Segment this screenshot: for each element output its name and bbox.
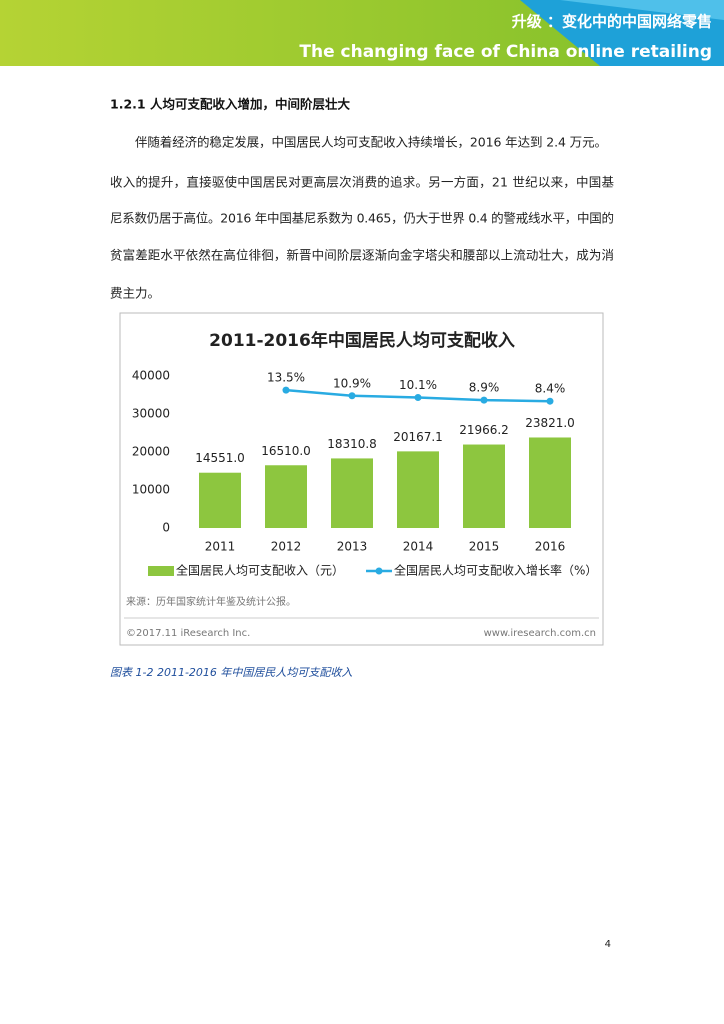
legend-label: 全国居民人均可支配收入增长率（%） bbox=[394, 563, 597, 578]
paragraph-line: 伴随着经济的稳定发展，中国居民人均可支配收入持续增长，2016 年达到 2.4 … bbox=[135, 135, 607, 150]
page-number: 4 bbox=[605, 939, 611, 950]
data-label: 18310.8 bbox=[327, 437, 377, 451]
x-tick-label: 2011 bbox=[205, 540, 236, 554]
website: www.iresearch.com.cn bbox=[484, 628, 596, 639]
legend-swatch bbox=[148, 566, 174, 576]
bar bbox=[331, 458, 373, 528]
legend-swatch bbox=[375, 567, 383, 575]
y-tick-label: 40000 bbox=[132, 369, 170, 383]
header-title: 升级 ：变化中的中国网络零售 bbox=[512, 13, 712, 31]
x-tick-label: 2016 bbox=[535, 540, 566, 554]
x-tick-label: 2013 bbox=[337, 540, 368, 554]
y-tick-label: 20000 bbox=[132, 445, 170, 459]
header-accent bbox=[520, 0, 724, 66]
x-tick-label: 2012 bbox=[271, 540, 302, 554]
x-tick-label: 2015 bbox=[469, 540, 500, 554]
data-label: 21966.2 bbox=[459, 423, 509, 437]
bar bbox=[397, 451, 439, 528]
legend-label: 全国居民人均可支配收入（元） bbox=[176, 563, 344, 578]
data-label: 13.5% bbox=[267, 371, 305, 385]
line-point bbox=[282, 386, 290, 394]
chart: 0 10000 20000 30000 40000 2011 2012 2013 2014 201… bbox=[132, 369, 598, 578]
paragraph-line: 尼系数仍居于高位。2016 年中国基尼系数为 0.465，仍大于世界 0.4 的… bbox=[110, 211, 614, 226]
bar bbox=[463, 444, 505, 528]
chart-title: 2011-2016年中国居民人均可支配收入 bbox=[209, 330, 515, 351]
chart-source: 来源：历年国家统计年鉴及统计公报。 bbox=[126, 595, 296, 608]
bar bbox=[265, 465, 307, 528]
header-accent bbox=[560, 0, 724, 20]
y-tick-label: 30000 bbox=[132, 407, 170, 421]
copyright: ©2017.11 iResearch Inc. bbox=[126, 628, 250, 639]
paragraph-line: 贫富差距水平依然在高位徘徊，新晋中间阶层逐渐向金字塔尖和腰部以上流动壮大，成为消 bbox=[110, 248, 614, 263]
data-label: 14551.0 bbox=[195, 451, 245, 465]
x-tick-label: 2014 bbox=[403, 540, 434, 554]
y-tick-label: 10000 bbox=[132, 483, 170, 497]
header-subtitle: The changing face of China online retail… bbox=[299, 42, 712, 62]
y-tick-label: 0 bbox=[162, 521, 170, 535]
data-label: 10.1% bbox=[399, 378, 437, 392]
line-point bbox=[348, 392, 356, 400]
data-label: 8.4% bbox=[535, 382, 566, 396]
line-point bbox=[414, 393, 422, 401]
bar bbox=[199, 472, 241, 528]
paragraph-line: 费主力。 bbox=[110, 286, 160, 301]
line-point bbox=[480, 396, 488, 404]
data-label: 8.9% bbox=[469, 381, 500, 395]
section-heading: 1.2.1 人均可支配收入增加，中间阶层壮大 bbox=[110, 97, 350, 112]
bar bbox=[529, 437, 571, 528]
data-label: 23821.0 bbox=[525, 416, 575, 430]
line-point bbox=[546, 397, 554, 405]
data-label: 10.9% bbox=[333, 376, 371, 390]
paragraph-line: 收入的提升，直接驱使中国居民对更高层次消费的追求。另一方面，21 世纪以来，中国… bbox=[110, 175, 614, 190]
data-label: 20167.1 bbox=[393, 430, 443, 444]
figure-caption: 图表 1-2 2011-2016 年中国居民人均可支配收入 bbox=[110, 666, 352, 679]
data-label: 16510.0 bbox=[261, 444, 311, 458]
